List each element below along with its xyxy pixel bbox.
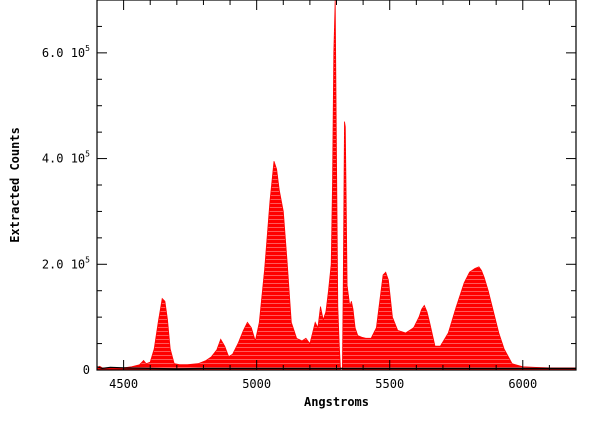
x-tick-label: 5500 xyxy=(375,377,404,391)
x-tick-label: 5000 xyxy=(242,377,271,391)
plot-area xyxy=(96,0,577,371)
spectrum-series xyxy=(96,0,577,371)
y-tick-label: 6.0 105 xyxy=(42,44,90,60)
y-tick-label: 2.0 105 xyxy=(42,255,90,271)
x-axis-title: Angstroms xyxy=(304,395,369,409)
y-tick-label: 4.0 105 xyxy=(42,150,90,166)
axis-ticks xyxy=(96,0,577,371)
y-axis-title: Extracted Counts xyxy=(8,127,22,243)
tick-labels: 4500 5000 5500 6000 0 2.0 105 4.0 105 6.0 105 xyxy=(42,44,537,391)
x-tick-label: 4500 xyxy=(109,377,138,391)
y-tick-label: 0 xyxy=(83,363,90,377)
x-tick-label: 6000 xyxy=(508,377,537,391)
